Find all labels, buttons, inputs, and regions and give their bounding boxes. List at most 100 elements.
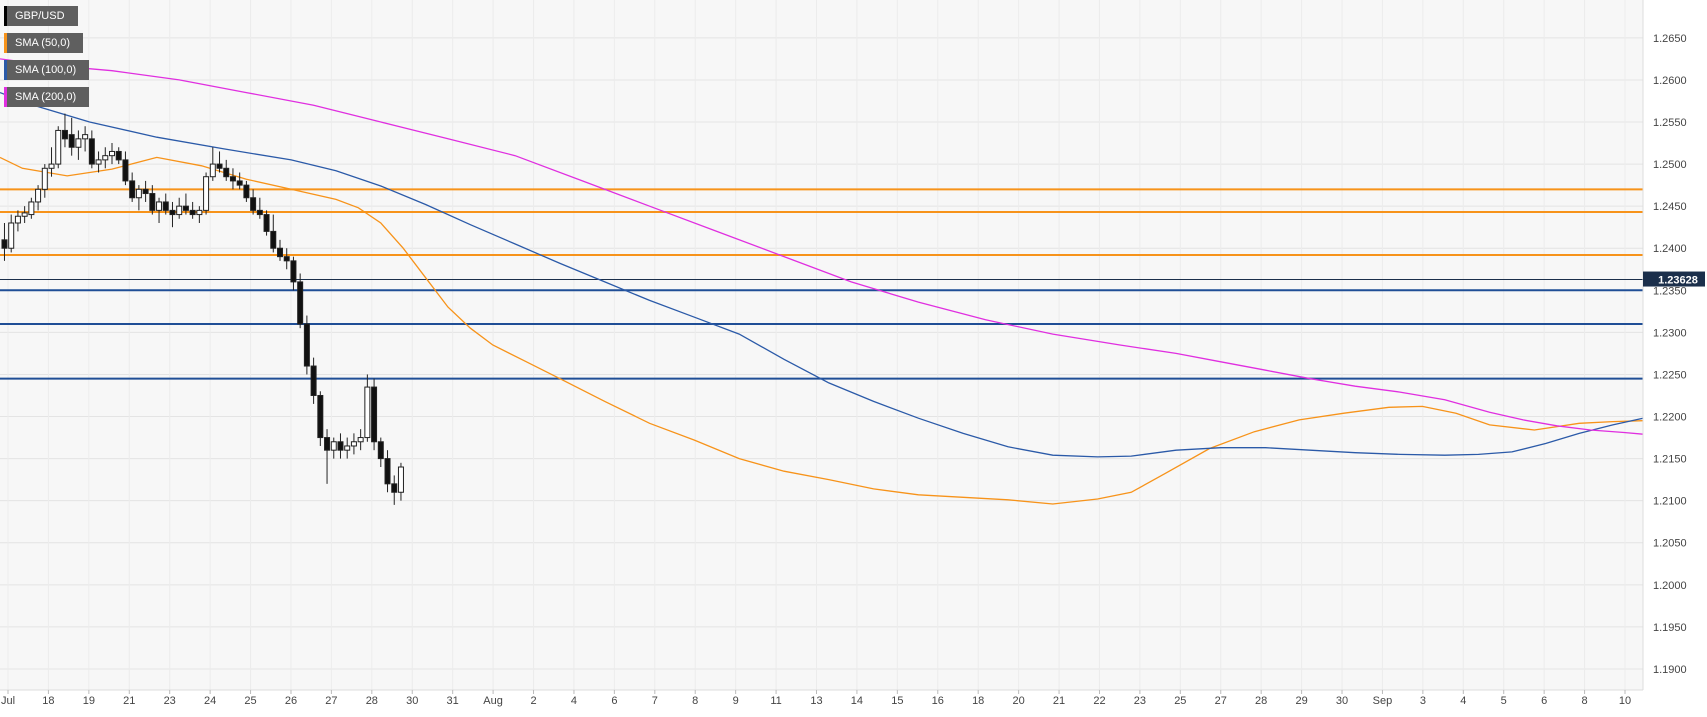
x-tick-label: 20: [1013, 695, 1025, 707]
candle-down: [223, 167, 230, 178]
sma-line-sma-100-0-: [0, 91, 1644, 458]
candle-down: [337, 441, 344, 451]
legend-item-sma100[interactable]: SMA (100,0): [4, 60, 90, 80]
candle-down: [68, 134, 75, 148]
x-tick-label: 28: [1255, 695, 1267, 707]
y-tick-label: 1.2100: [1653, 496, 1687, 508]
y-tick-label: 1.1900: [1653, 664, 1687, 676]
candle-down: [256, 209, 263, 216]
candle-up: [48, 163, 55, 169]
candle-down: [310, 365, 317, 396]
candle-down: [229, 176, 236, 182]
candle-down: [317, 394, 324, 439]
candle-down: [384, 458, 391, 485]
candle-up: [28, 201, 35, 216]
candle-up: [344, 445, 351, 451]
y-tick-label: 1.2600: [1653, 75, 1687, 87]
candle-down: [270, 230, 277, 249]
candle-up: [55, 129, 62, 165]
x-tick-label: 31: [447, 695, 459, 707]
legend-label-sma200: SMA (200,0): [7, 87, 90, 107]
x-tick-label: 11: [770, 695, 781, 707]
legend-item-sma50[interactable]: SMA (50,0): [4, 33, 89, 53]
x-tick-label: 27: [1215, 695, 1227, 707]
candle-up: [330, 441, 337, 451]
legend-label-sma100: SMA (100,0): [7, 60, 90, 80]
legend-swatch-sma100: [4, 60, 7, 80]
x-tick-label: 9: [733, 695, 739, 707]
x-tick-label: 6: [611, 695, 617, 707]
x-tick-label: 8: [1582, 695, 1588, 707]
x-tick-label: 15: [891, 695, 903, 707]
x-tick-label: 18: [972, 695, 984, 707]
x-tick-label: 3: [1420, 695, 1426, 707]
legend-label-sma50: SMA (50,0): [7, 33, 84, 53]
legend-label-gbpusd: GBP/USD: [7, 6, 78, 26]
sma-line-sma-50-0-: [0, 156, 1644, 505]
candle-up: [102, 155, 109, 161]
candle-down: [277, 247, 283, 258]
x-tick-label: 23: [1134, 695, 1146, 707]
x-tick-label: 4: [571, 695, 577, 707]
y-tick-label: 1.2050: [1653, 538, 1687, 550]
candle-down: [162, 201, 169, 211]
x-tick-label: 22: [1093, 695, 1105, 707]
legend-swatch-gbpusd: [4, 6, 7, 26]
x-tick-label: 29: [1295, 695, 1307, 707]
x-tick-label: Sep: [1373, 695, 1393, 707]
candle-up: [35, 188, 42, 203]
candle-up: [14, 215, 21, 224]
sma-line-sma-200-0-: [0, 58, 1644, 435]
candle-down: [297, 281, 304, 325]
candle-down: [391, 483, 398, 493]
x-tick-label: Aug: [483, 695, 503, 707]
candle-down: [182, 205, 189, 211]
grid-lines: [0, 0, 1643, 690]
legend-item-sma200[interactable]: SMA (200,0): [4, 87, 90, 107]
y-tick-label: 1.2150: [1653, 454, 1687, 466]
x-tick-label: 21: [123, 695, 135, 707]
x-tick-label: 21: [1053, 695, 1065, 707]
candle-up: [196, 209, 203, 216]
candle-down: [169, 209, 176, 216]
x-tick-label: 24: [204, 695, 216, 707]
candle-down: [290, 260, 297, 283]
candle-down: [371, 386, 378, 443]
x-tick-label: 16: [932, 695, 944, 707]
x-tick-label: 6: [1541, 695, 1547, 707]
y-tick-label: 1.1950: [1653, 622, 1687, 634]
candle-up: [95, 159, 102, 165]
x-tick-label: 28: [366, 695, 378, 707]
y-tick-label: 1.2350: [1653, 285, 1687, 297]
y-tick-label: 1.2000: [1653, 580, 1687, 592]
x-tick-label: 23: [164, 695, 176, 707]
candle-up: [109, 150, 115, 157]
y-axis: 1.2650 1.2600 1.2550 1.2500 1.2450 1.2400 1.23…: [1653, 33, 1687, 676]
candle-down: [303, 323, 310, 367]
sma-lines: [0, 58, 1644, 505]
y-tick-label: 1.2450: [1653, 201, 1687, 213]
plot-area: [0, 0, 1643, 690]
y-tick-label: 1.2250: [1653, 369, 1687, 381]
candle-up: [203, 176, 210, 211]
y-tick-label: 1.2200: [1653, 412, 1687, 424]
y-tick-label: 1.2300: [1653, 327, 1687, 339]
candle-down: [1, 239, 8, 249]
last-price-tag: 1.23628: [1643, 271, 1705, 287]
x-tick-label: 30: [1336, 695, 1348, 707]
legend-item-gbpusd[interactable]: GBP/USD: [4, 6, 89, 26]
candle-up: [135, 188, 142, 199]
candle-down: [61, 129, 68, 140]
x-tick-label: 25: [244, 695, 256, 707]
candle-up: [75, 138, 82, 148]
candle-down: [377, 441, 384, 460]
y-tick-label: 1.2550: [1653, 117, 1687, 129]
candle-down: [129, 180, 136, 199]
candle-down: [149, 193, 156, 211]
x-tick-label: 4: [1460, 695, 1466, 707]
candle-up: [82, 134, 89, 140]
x-tick-label: 27: [325, 695, 337, 707]
y-tick-label: 1.2400: [1653, 243, 1687, 255]
